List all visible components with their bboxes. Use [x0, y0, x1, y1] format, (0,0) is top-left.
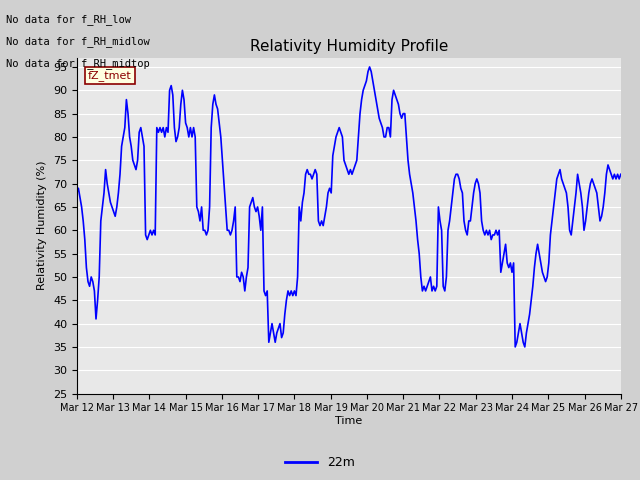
X-axis label: Time: Time [335, 416, 362, 426]
Text: No data for f_RH_low: No data for f_RH_low [6, 14, 131, 25]
Text: No data for f_RH_midlow: No data for f_RH_midlow [6, 36, 150, 47]
Y-axis label: Relativity Humidity (%): Relativity Humidity (%) [37, 161, 47, 290]
Text: fZ_tmet: fZ_tmet [88, 70, 132, 81]
Text: No data for f_RH_midtop: No data for f_RH_midtop [6, 58, 150, 69]
Legend: 22m: 22m [280, 451, 360, 474]
Title: Relativity Humidity Profile: Relativity Humidity Profile [250, 39, 448, 54]
